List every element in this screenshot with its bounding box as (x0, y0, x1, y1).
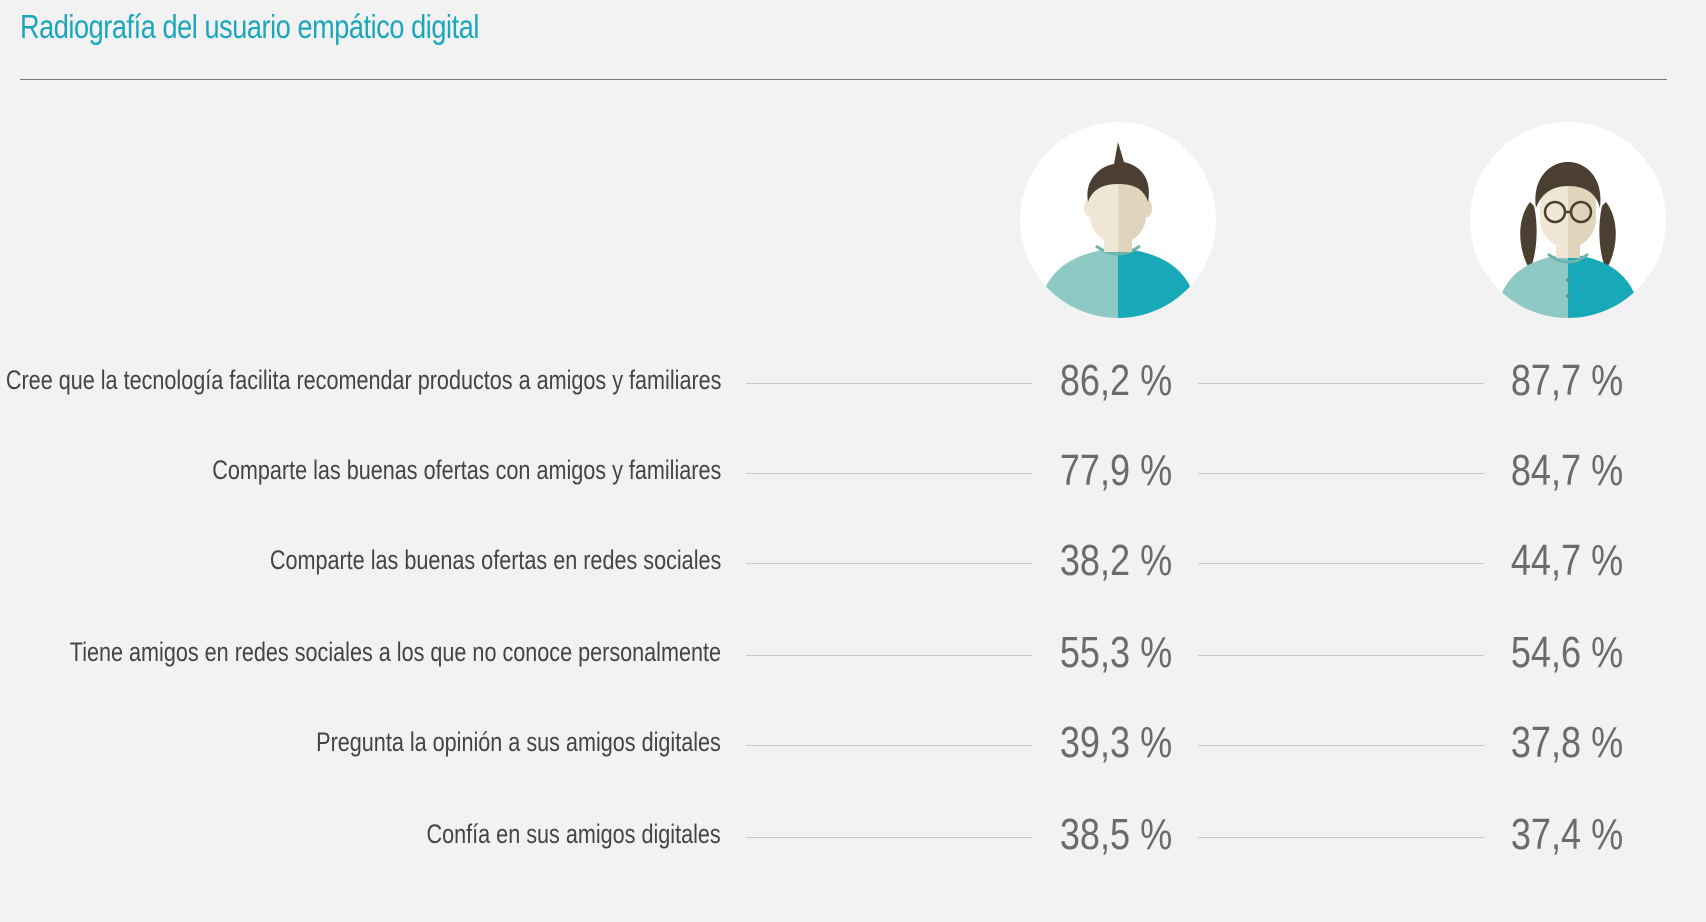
leader-line (1198, 473, 1484, 474)
female-value: 84,7 % (1510, 446, 1624, 495)
male-avatar-icon (1018, 120, 1218, 320)
male-value: 86,2 % (1059, 356, 1173, 405)
leader-line (746, 383, 1032, 384)
male-value: 39,3 % (1059, 718, 1173, 767)
row-label: Pregunta la opinión a sus amigos digital… (316, 727, 721, 757)
female-value: 37,4 % (1510, 810, 1624, 859)
leader-line (1198, 563, 1484, 564)
leader-line (1198, 655, 1484, 656)
leader-line (1198, 383, 1484, 384)
male-value: 38,5 % (1059, 810, 1173, 859)
row-label: Cree que la tecnología facilita recomend… (5, 365, 721, 395)
female-value: 37,8 % (1510, 718, 1624, 767)
title-divider (20, 79, 1667, 80)
row-label: Comparte las buenas ofertas en redes soc… (269, 545, 721, 575)
leader-line (746, 473, 1032, 474)
row-label: Confía en sus amigos digitales (426, 819, 721, 849)
leader-line (746, 745, 1032, 746)
male-value: 38,2 % (1059, 536, 1173, 585)
female-value: 87,7 % (1510, 356, 1624, 405)
leader-line (1198, 745, 1484, 746)
leader-line (1198, 837, 1484, 838)
leader-line (746, 563, 1032, 564)
male-value: 77,9 % (1059, 446, 1173, 495)
female-value: 54,6 % (1510, 628, 1624, 677)
row-label: Comparte las buenas ofertas con amigos y… (211, 455, 721, 485)
leader-line (746, 655, 1032, 656)
row-label: Tiene amigos en redes sociales a los que… (69, 637, 721, 667)
page-title: Radiografía del usuario empático digital (20, 8, 479, 45)
female-avatar-icon (1468, 120, 1668, 320)
leader-line (746, 837, 1032, 838)
female-value: 44,7 % (1510, 536, 1624, 585)
male-value: 55,3 % (1059, 628, 1173, 677)
